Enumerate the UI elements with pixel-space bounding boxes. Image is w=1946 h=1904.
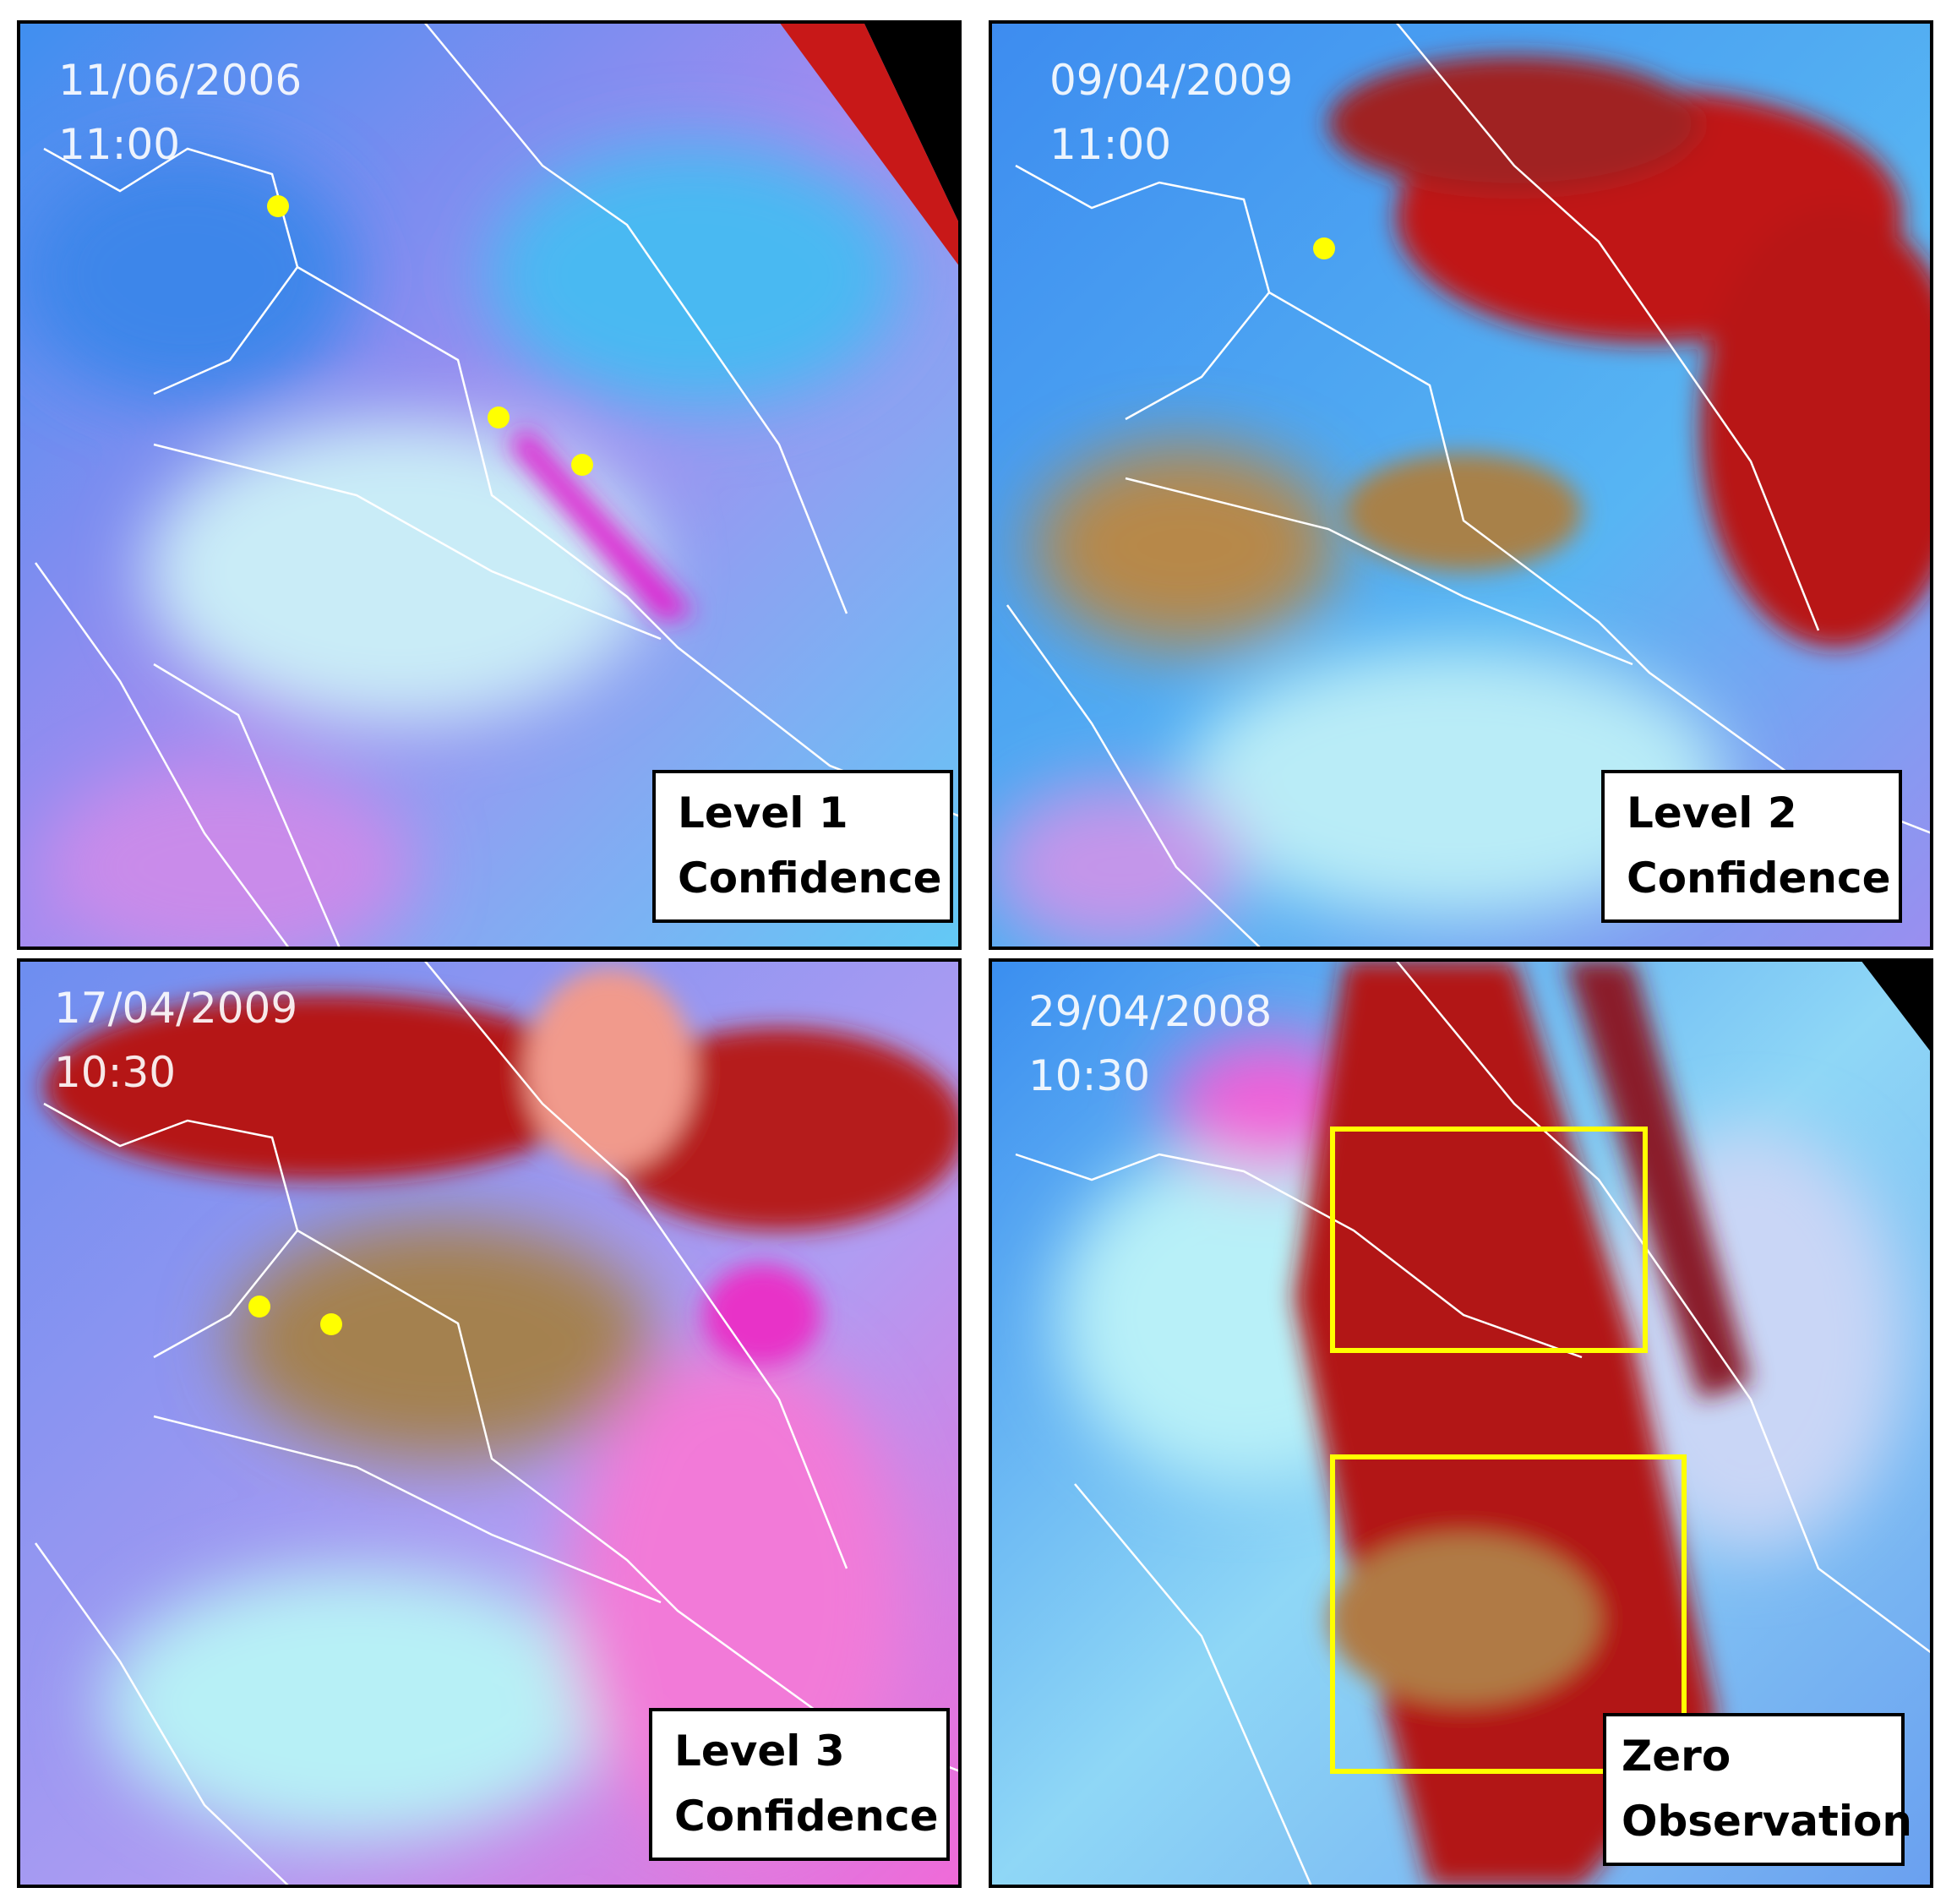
highlight-box	[1330, 1127, 1648, 1353]
date: 11/06/2006	[58, 56, 302, 105]
label-line: Level 1	[678, 788, 848, 837]
label-box	[1603, 1713, 1905, 1866]
time: 11:00	[1049, 120, 1171, 169]
time: 11:00	[58, 120, 180, 169]
label-line: Level 2	[1627, 788, 1797, 837]
label-box	[652, 770, 953, 923]
time: 10:30	[54, 1048, 176, 1097]
date: 29/04/2008	[1028, 987, 1272, 1036]
label-line: Observation	[1622, 1797, 1912, 1846]
panel: 09/04/2009 11:00 Level 2 Confidence	[989, 20, 1933, 950]
time: 10:30	[1028, 1051, 1150, 1100]
panel: 17/04/2009 10:30 Level 3 Confidence	[17, 958, 962, 1888]
label-line: Confidence	[1627, 854, 1891, 903]
label-line: Zero	[1622, 1732, 1731, 1781]
label-line: Level 3	[674, 1727, 845, 1776]
panel: 29/04/2008 10:30 Zero Observation	[989, 958, 1933, 1888]
label-box	[1601, 770, 1902, 923]
label-box	[649, 1708, 950, 1861]
highlight-box	[1330, 1454, 1687, 1774]
label-line: Confidence	[674, 1792, 939, 1841]
label-line: Confidence	[678, 854, 942, 903]
date: 09/04/2009	[1049, 56, 1293, 105]
panel: 11/06/2006 11:00 Level 1 Confidence	[17, 20, 962, 950]
date: 17/04/2009	[54, 984, 297, 1033]
